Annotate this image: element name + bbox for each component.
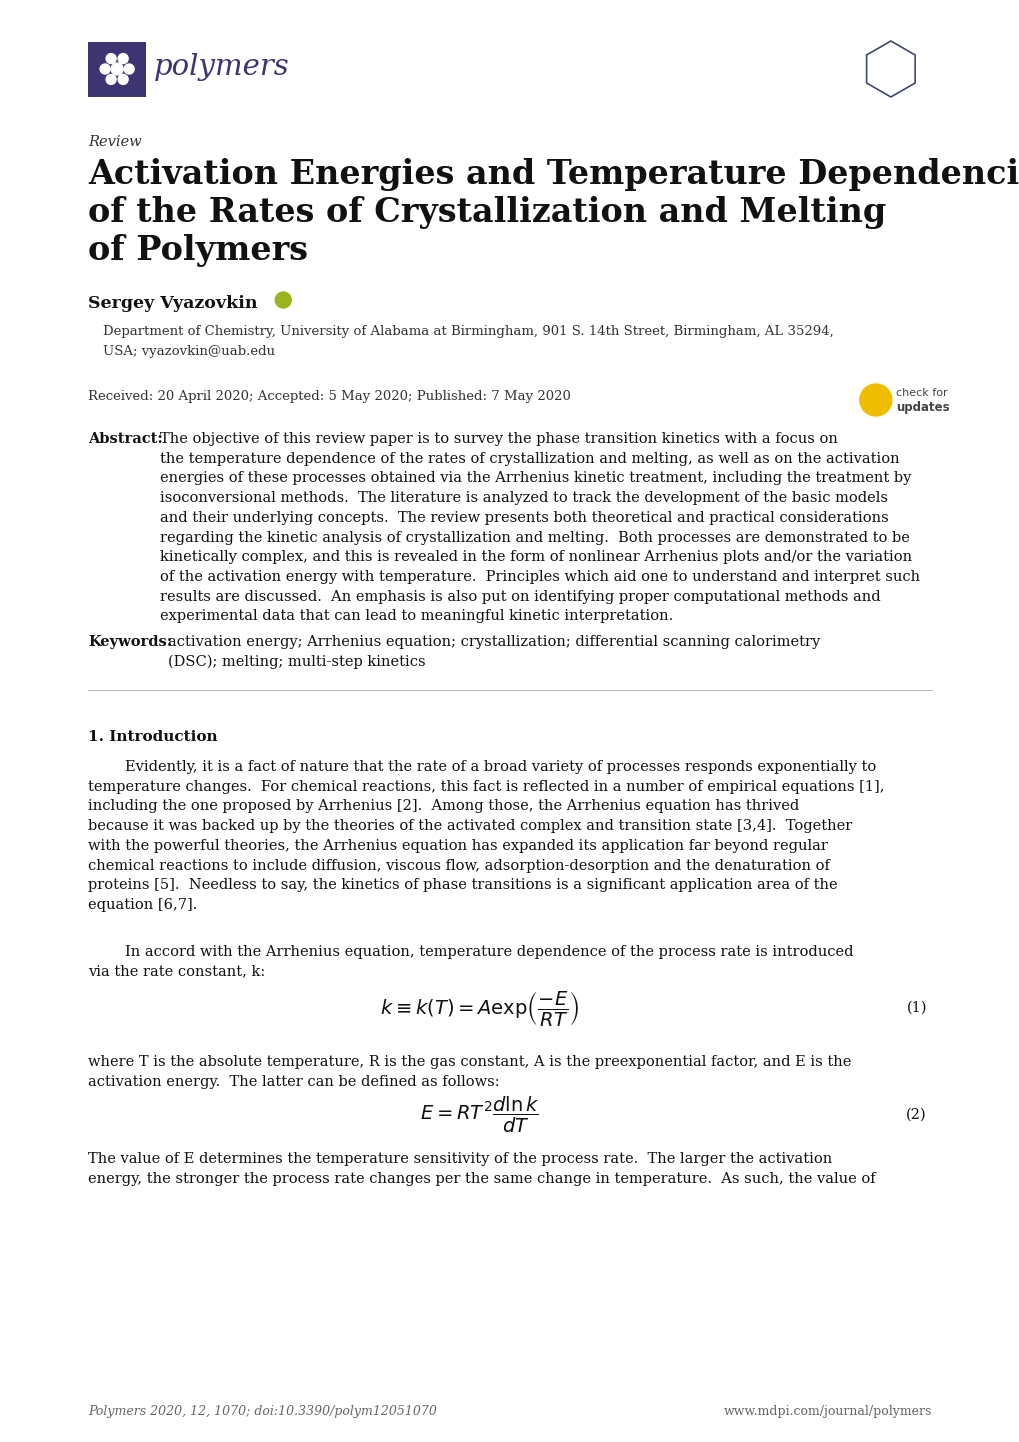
Text: Abstract:: Abstract: bbox=[88, 433, 163, 446]
Text: Received: 20 April 2020; Accepted: 5 May 2020; Published: 7 May 2020: Received: 20 April 2020; Accepted: 5 May… bbox=[88, 389, 571, 402]
Circle shape bbox=[118, 53, 128, 63]
Text: of the Rates of Crystallization and Melting: of the Rates of Crystallization and Melt… bbox=[88, 196, 886, 229]
Text: Department of Chemistry, University of Alabama at Birmingham, 901 S. 14th Street: Department of Chemistry, University of A… bbox=[103, 324, 834, 337]
Text: ✓: ✓ bbox=[869, 391, 880, 410]
Text: MDPI: MDPI bbox=[872, 62, 908, 75]
Text: polymers: polymers bbox=[154, 53, 289, 81]
Text: iD: iD bbox=[279, 297, 287, 303]
Text: updates: updates bbox=[895, 401, 949, 414]
Text: check for: check for bbox=[895, 388, 947, 398]
Text: $k \equiv k(T) = A\exp\!\left(\dfrac{-E}{RT}\right)$: $k \equiv k(T) = A\exp\!\left(\dfrac{-E}… bbox=[379, 989, 579, 1028]
Circle shape bbox=[124, 63, 135, 74]
Circle shape bbox=[106, 53, 116, 63]
Text: where T is the absolute temperature, R is the gas constant, A is the preexponent: where T is the absolute temperature, R i… bbox=[88, 1056, 851, 1089]
Polygon shape bbox=[866, 40, 914, 97]
Text: USA; vyazovkin@uab.edu: USA; vyazovkin@uab.edu bbox=[103, 345, 275, 358]
Text: Sergey Vyazovkin: Sergey Vyazovkin bbox=[88, 296, 258, 311]
Circle shape bbox=[111, 63, 123, 75]
Text: Review: Review bbox=[88, 136, 142, 149]
Circle shape bbox=[118, 75, 128, 85]
Text: Activation Energies and Temperature Dependencies: Activation Energies and Temperature Depe… bbox=[88, 159, 1019, 190]
Text: activation energy; Arrhenius equation; crystallization; differential scanning ca: activation energy; Arrhenius equation; c… bbox=[168, 634, 819, 669]
Text: of Polymers: of Polymers bbox=[88, 234, 308, 267]
Bar bbox=[88, 42, 146, 97]
Text: The objective of this review paper is to survey the phase transition kinetics wi: The objective of this review paper is to… bbox=[160, 433, 919, 623]
Text: Keywords:: Keywords: bbox=[88, 634, 172, 649]
Text: 1. Introduction: 1. Introduction bbox=[88, 730, 217, 744]
Circle shape bbox=[100, 63, 110, 74]
Text: (1): (1) bbox=[906, 1001, 926, 1015]
Text: www.mdpi.com/journal/polymers: www.mdpi.com/journal/polymers bbox=[722, 1405, 931, 1417]
Text: The value of E determines the temperature sensitivity of the process rate.  The : The value of E determines the temperatur… bbox=[88, 1152, 875, 1185]
Text: Evidently, it is a fact of nature that the rate of a broad variety of processes : Evidently, it is a fact of nature that t… bbox=[88, 760, 883, 911]
Text: (2): (2) bbox=[906, 1107, 926, 1122]
Text: $E = RT^2\dfrac{d\ln k}{dT}$: $E = RT^2\dfrac{d\ln k}{dT}$ bbox=[419, 1094, 539, 1135]
Circle shape bbox=[106, 75, 116, 85]
Text: Polymers 2020, 12, 1070; doi:10.3390/polym12051070: Polymers 2020, 12, 1070; doi:10.3390/pol… bbox=[88, 1405, 436, 1417]
Circle shape bbox=[275, 291, 291, 309]
Text: In accord with the Arrhenius equation, temperature dependence of the process rat: In accord with the Arrhenius equation, t… bbox=[88, 945, 853, 979]
Circle shape bbox=[859, 384, 891, 415]
